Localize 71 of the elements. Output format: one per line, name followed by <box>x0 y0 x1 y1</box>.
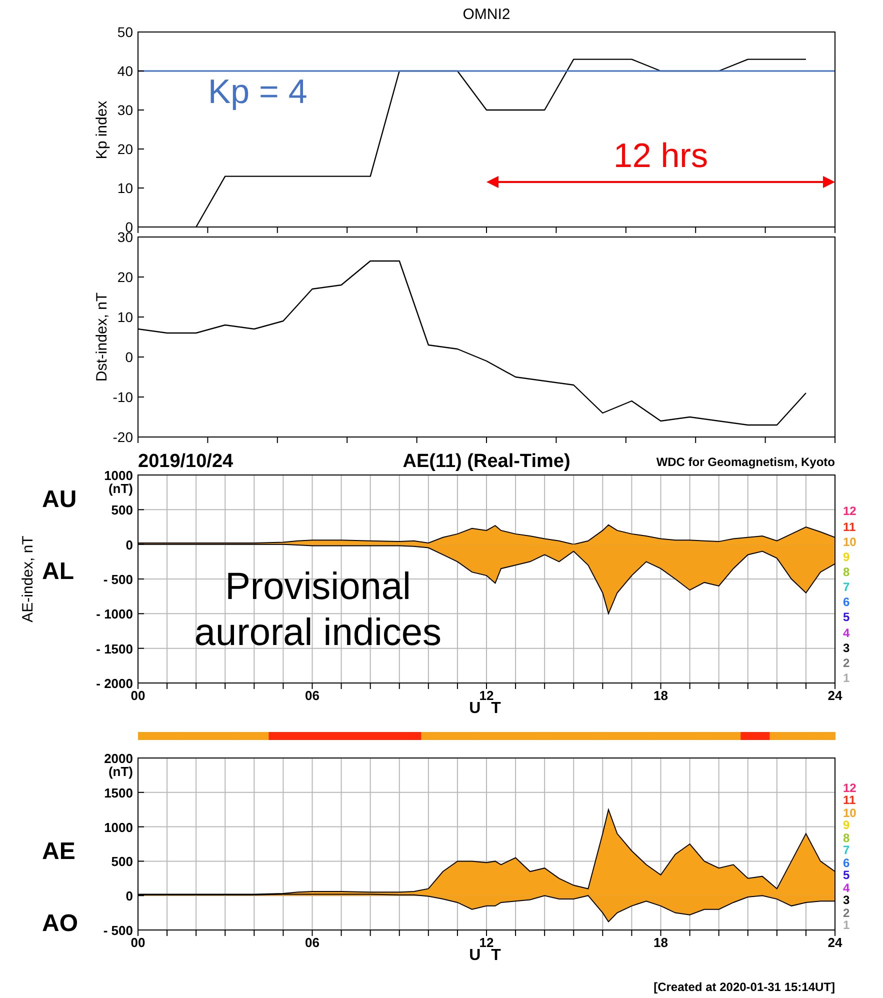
text: 8 <box>843 830 850 845</box>
text: 6 <box>843 595 850 610</box>
text: WDC for Geomagnetism, Kyoto <box>656 455 835 469</box>
x-tick-label: 24 <box>828 935 843 950</box>
y-tick-label: - 1500 <box>96 641 133 656</box>
text: 5 <box>843 868 850 882</box>
y-tick-label: 0 <box>126 888 133 904</box>
y-tick-label: 10 <box>117 180 134 196</box>
text: 9 <box>843 818 850 832</box>
y-tick-label: 500 <box>111 854 133 870</box>
y-tick-label: 1500 <box>104 785 133 800</box>
text: 6 <box>843 856 850 870</box>
y-tick-label: 1000 <box>104 820 133 835</box>
x-tick-label: 00 <box>130 935 146 950</box>
y-tick-label: 0 <box>126 537 133 552</box>
text: 12 <box>843 780 856 795</box>
text: [Created at 2020-01-31 15:14UT] <box>654 980 835 994</box>
text: 8 <box>843 565 850 579</box>
annotation: 12 hrs <box>612 137 709 176</box>
text: AU <box>42 486 77 514</box>
text: 11 <box>843 793 856 808</box>
x-tick-label: 06 <box>305 935 320 950</box>
y-tick-label: 30 <box>117 102 134 118</box>
text: 3 <box>843 893 850 908</box>
y-axis-title: Kp index <box>94 100 110 159</box>
y-tick-label: 0 <box>125 349 134 365</box>
text: 5 <box>843 610 850 624</box>
annotation: Kp = 4 <box>208 73 308 112</box>
y-tick-label: 10 <box>117 309 134 325</box>
y-tick-label: - 500 <box>103 572 133 587</box>
y-tick-label: - 2000 <box>96 676 133 691</box>
text: AL <box>42 558 74 586</box>
y-tick-label: 50 <box>117 24 134 40</box>
text: 9 <box>843 550 850 564</box>
text: 1 <box>843 671 850 685</box>
annotation: Provisional auroral indices <box>193 565 443 656</box>
text: AO <box>42 910 78 938</box>
y-tick-label: -20 <box>112 429 134 445</box>
y-tick-label: 20 <box>117 269 134 285</box>
x-tick-label: 18 <box>654 935 668 950</box>
text: 4 <box>843 880 850 895</box>
y-axis-title: Dst-index, nT <box>94 292 110 382</box>
y-tick-label: 20 <box>117 141 134 157</box>
text: 7 <box>843 843 850 858</box>
y-tick-label: - 500 <box>103 923 133 938</box>
y-tick-label: 40 <box>117 63 134 79</box>
text: 7 <box>843 580 850 594</box>
chart-title: OMNI2 <box>462 6 512 23</box>
x-tick-label: 24 <box>828 688 843 704</box>
text: 12 <box>843 504 856 518</box>
x-tick-label: 06 <box>305 688 320 704</box>
text: AE <box>42 838 76 866</box>
text: 1 <box>843 918 850 932</box>
y-axis-title: AE-index, nT <box>20 536 36 622</box>
line-series <box>138 260 807 426</box>
y-tick-label: 500 <box>111 502 133 518</box>
text: 2 <box>843 656 850 670</box>
text: 2 <box>843 906 850 920</box>
chart-subtitle: 2019/10/24 <box>138 451 234 473</box>
text: 3 <box>843 640 850 655</box>
text: 10 <box>843 806 856 820</box>
x-tick-label: 18 <box>654 688 668 704</box>
y-tick-label: -10 <box>112 389 134 405</box>
y-tick-label: 1000 (nT) <box>104 468 133 496</box>
text: 10 <box>843 534 856 549</box>
text: 4 <box>843 626 850 640</box>
x-tick-label: 00 <box>130 688 146 704</box>
y-tick-label: 2000 (nT) <box>104 751 133 779</box>
y-tick-label: - 1000 <box>96 606 133 622</box>
text: 11 <box>843 520 856 534</box>
chart-title: AE(11) (Real-Time) <box>402 451 570 472</box>
